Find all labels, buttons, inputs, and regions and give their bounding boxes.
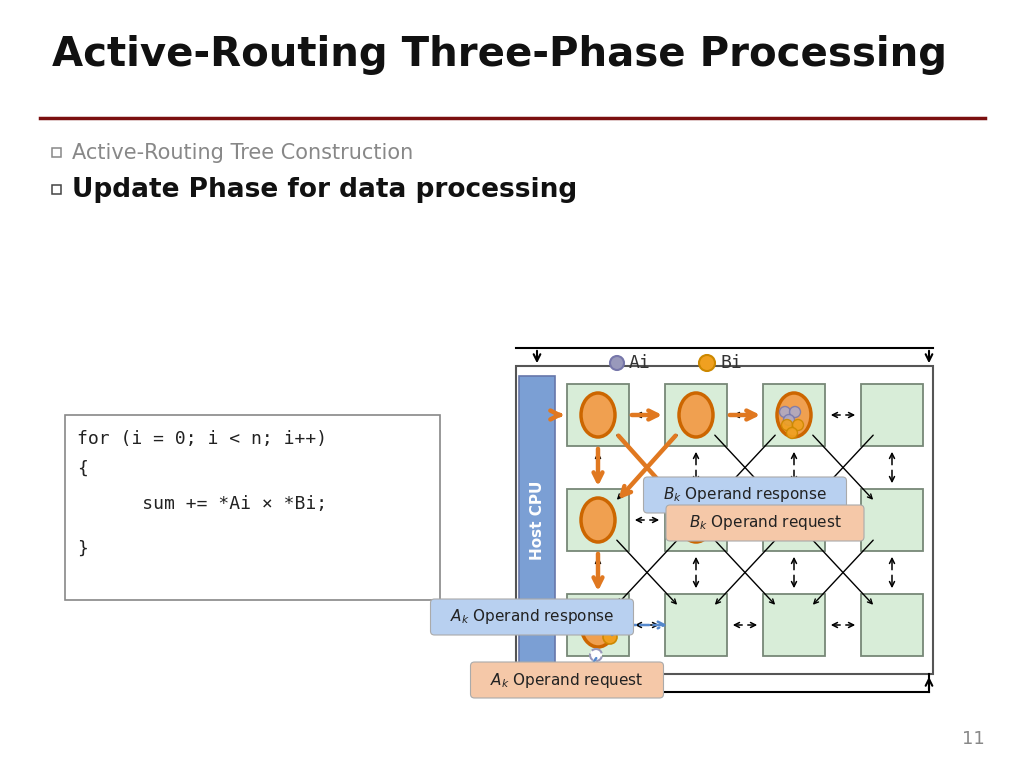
FancyBboxPatch shape — [665, 489, 727, 551]
FancyBboxPatch shape — [519, 376, 555, 664]
FancyBboxPatch shape — [861, 594, 923, 656]
FancyBboxPatch shape — [643, 477, 847, 513]
Circle shape — [610, 356, 624, 370]
Text: Bi: Bi — [720, 354, 741, 372]
Ellipse shape — [581, 603, 615, 647]
Circle shape — [603, 630, 617, 644]
FancyBboxPatch shape — [65, 415, 440, 600]
Bar — [52, 148, 61, 157]
FancyBboxPatch shape — [763, 489, 825, 551]
Circle shape — [793, 419, 804, 431]
Circle shape — [783, 415, 795, 425]
Ellipse shape — [679, 498, 713, 542]
Circle shape — [779, 406, 791, 418]
FancyBboxPatch shape — [567, 489, 629, 551]
Circle shape — [790, 406, 801, 418]
Ellipse shape — [679, 393, 713, 437]
Circle shape — [781, 419, 793, 431]
Text: $B_k$ Operand request: $B_k$ Operand request — [688, 514, 842, 532]
Text: $B_k$ Operand response: $B_k$ Operand response — [664, 485, 826, 505]
Text: Update Phase for data processing: Update Phase for data processing — [72, 177, 578, 203]
Ellipse shape — [581, 498, 615, 542]
Text: for (i = 0; i < n; i++): for (i = 0; i < n; i++) — [77, 430, 327, 448]
Circle shape — [699, 355, 715, 371]
Circle shape — [786, 428, 798, 439]
Circle shape — [705, 519, 715, 529]
Text: Ai: Ai — [629, 354, 650, 372]
FancyBboxPatch shape — [470, 662, 664, 698]
Text: Active-Routing Three-Phase Processing: Active-Routing Three-Phase Processing — [52, 35, 947, 75]
FancyBboxPatch shape — [567, 384, 629, 446]
Bar — [516, 366, 933, 674]
Text: }: } — [77, 540, 88, 558]
FancyBboxPatch shape — [665, 594, 727, 656]
Text: Active-Routing Tree Construction: Active-Routing Tree Construction — [72, 143, 414, 163]
FancyBboxPatch shape — [665, 384, 727, 446]
Circle shape — [590, 649, 602, 661]
Text: Host CPU: Host CPU — [529, 480, 545, 560]
FancyBboxPatch shape — [861, 384, 923, 446]
Circle shape — [695, 519, 705, 529]
Ellipse shape — [777, 393, 811, 437]
Ellipse shape — [581, 393, 615, 437]
Text: sum += *Ai × *Bi;: sum += *Ai × *Bi; — [77, 495, 327, 513]
Text: $A_k$ Operand request: $A_k$ Operand request — [490, 670, 644, 690]
FancyBboxPatch shape — [763, 384, 825, 446]
FancyBboxPatch shape — [763, 594, 825, 656]
FancyBboxPatch shape — [666, 505, 864, 541]
FancyBboxPatch shape — [430, 599, 634, 635]
Bar — [52, 185, 61, 194]
Text: {: { — [77, 460, 88, 478]
Text: 11: 11 — [963, 730, 985, 748]
FancyBboxPatch shape — [861, 489, 923, 551]
FancyBboxPatch shape — [567, 594, 629, 656]
Text: $A_k$ Operand response: $A_k$ Operand response — [450, 607, 614, 627]
